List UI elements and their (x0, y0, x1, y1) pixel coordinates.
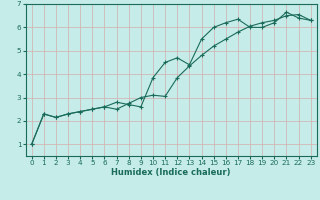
X-axis label: Humidex (Indice chaleur): Humidex (Indice chaleur) (111, 168, 231, 177)
